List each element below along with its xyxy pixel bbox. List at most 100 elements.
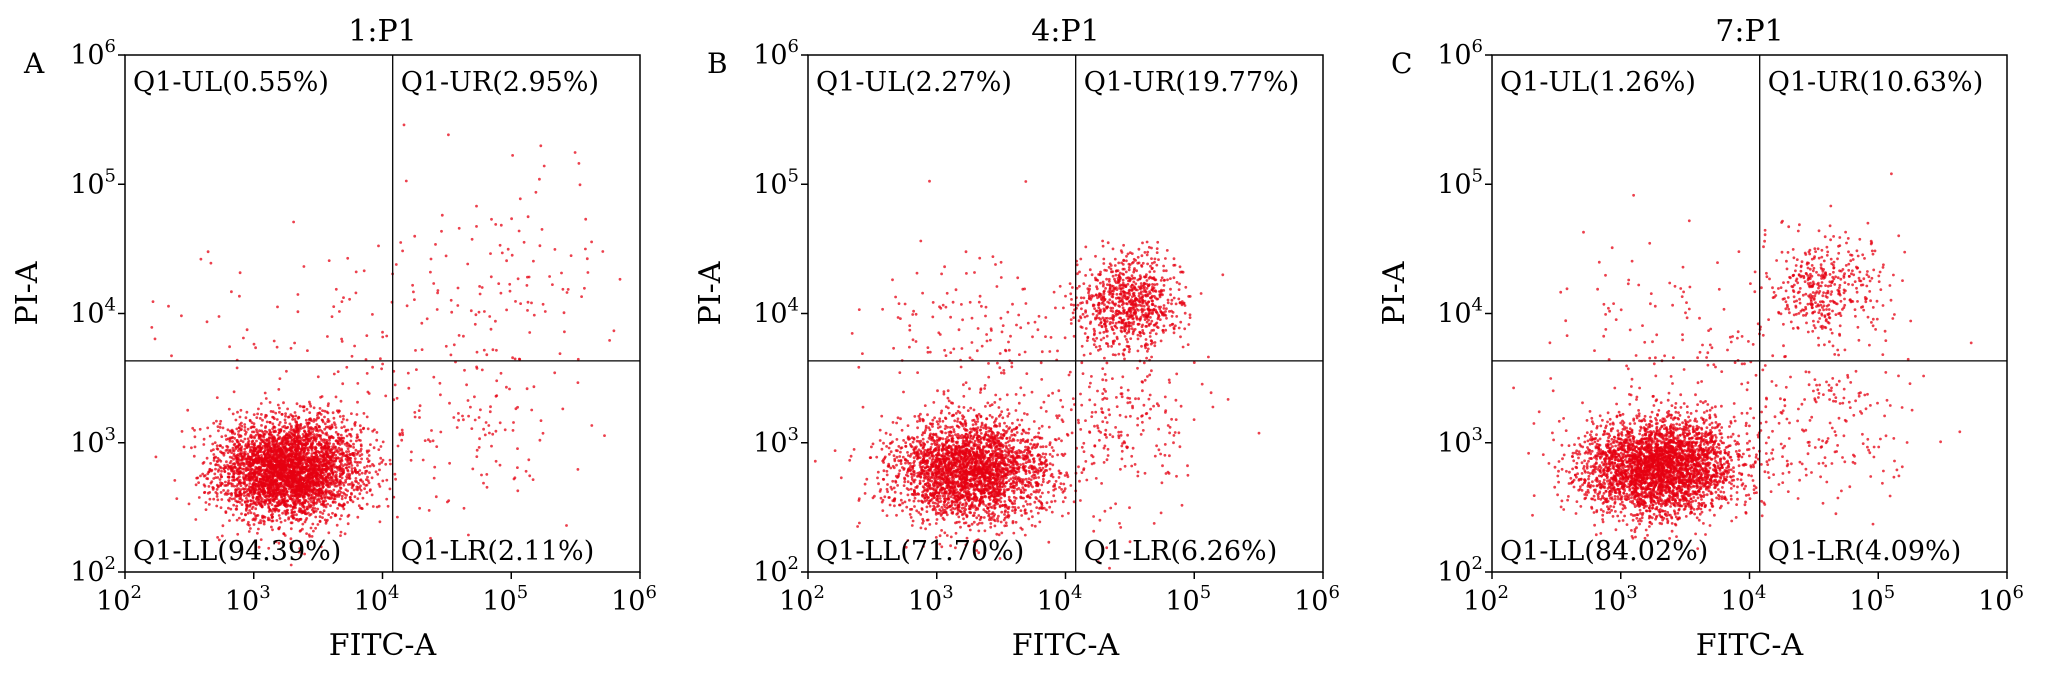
scatter-point-viable: [292, 465, 296, 469]
scatter-point-debris: [338, 310, 341, 313]
scatter-point-viable: [312, 511, 316, 514]
scatter-point-viable: [213, 441, 217, 444]
scatter-point-viable: [336, 490, 339, 494]
scatter-point-viable: [249, 511, 253, 515]
scatter-point-viable: [319, 457, 323, 461]
scatter-point-late: [585, 257, 589, 261]
scatter-point-early: [488, 410, 492, 414]
scatter-point-viable: [1004, 441, 1008, 445]
scatter-point-viable: [328, 425, 332, 428]
scatter-point-viable: [239, 448, 243, 451]
scatter-point-viable: [219, 459, 223, 463]
scatter-point-viable: [349, 498, 352, 502]
scatter-point-viable: [380, 461, 384, 464]
scatter-point-viable: [239, 462, 242, 465]
scatter-point-viable: [294, 518, 298, 521]
scatter-point-viable: [956, 417, 960, 421]
scatter-point-viable: [320, 489, 324, 493]
scatter-point-viable: [300, 441, 304, 445]
scatter-point-viable: [224, 449, 228, 452]
scatter-point-viable: [381, 479, 385, 483]
scatter-point-viable: [254, 507, 258, 511]
scatter-point-early: [447, 499, 451, 502]
scatter-point-debris: [341, 454, 345, 458]
scatter-point-viable: [246, 499, 250, 502]
scatter-point-viable: [290, 476, 293, 480]
scatter-point-viable: [215, 447, 219, 450]
scatter-point-early: [487, 424, 491, 427]
scatter-point-viable: [324, 478, 328, 481]
scatter-point-viable: [301, 482, 305, 486]
scatter-point-viable: [946, 435, 949, 439]
scatter-point-late: [505, 385, 508, 389]
scatter-point-viable: [256, 412, 259, 416]
scatter-point-viable: [289, 537, 293, 541]
scatter-point-viable: [248, 482, 252, 485]
scatter-point-viable: [349, 439, 353, 443]
scatter-point-early: [410, 450, 413, 454]
scatter-point-viable: [339, 491, 343, 494]
scatter-point-viable: [207, 503, 211, 506]
scatter-point-viable: [1039, 406, 1043, 410]
scatter-point-viable: [220, 498, 224, 501]
scatter-point-viable: [235, 507, 239, 511]
scatter-point-late: [466, 262, 470, 266]
scatter-point-viable: [244, 509, 248, 512]
scatter-point-viable: [1004, 453, 1007, 457]
scatter-point-viable: [228, 455, 232, 459]
scatter-point-viable: [394, 477, 397, 481]
scatter-point-viable: [328, 491, 332, 495]
scatter-point-viable: [307, 460, 311, 463]
scatter-point-debris: [285, 369, 288, 373]
scatter-point-viable: [269, 467, 273, 471]
scatter-point-viable: [312, 418, 316, 421]
scatter-point-early: [380, 367, 383, 371]
scatter-point-viable: [280, 496, 283, 499]
scatter-point-viable: [236, 460, 239, 464]
scatter-point-viable: [385, 497, 389, 501]
scatter-point-viable: [241, 476, 245, 479]
scatter-point-viable: [332, 456, 335, 460]
scatter-point-viable: [271, 453, 275, 457]
scatter-point-debris: [315, 427, 319, 431]
scatter-point-early: [420, 348, 424, 351]
scatter-point-late: [478, 292, 482, 296]
scatter-point-debris: [230, 290, 233, 294]
scatter-point-viable: [277, 509, 280, 513]
scatter-point-viable: [231, 478, 234, 482]
scatter-point-viable: [307, 446, 311, 450]
scatter-point-viable: [277, 541, 281, 545]
scatter-point-viable: [254, 457, 258, 460]
scatter-point-viable: [282, 497, 286, 501]
scatter-point-early: [516, 489, 520, 493]
scatter-point-viable: [273, 426, 277, 429]
scatter-point-viable: [939, 411, 943, 415]
scatter-point-viable: [355, 433, 359, 437]
x-tick-label: 104: [354, 582, 400, 617]
scatter-point-viable: [245, 410, 249, 414]
scatter-point-viable: [279, 493, 283, 497]
scatter-point-viable: [368, 464, 372, 468]
scatter-point-viable: [266, 518, 270, 522]
scatter-point-debris: [235, 366, 239, 370]
scatter-point-debris: [278, 377, 282, 380]
scatter-point-viable: [215, 419, 218, 423]
scatter-point-viable: [952, 428, 956, 431]
scatter-point-viable: [232, 470, 236, 474]
scatter-point-viable: [996, 517, 999, 521]
scatter-point-viable: [346, 428, 350, 432]
scatter-point-viable: [993, 401, 997, 404]
scatter-point-viable: [353, 460, 357, 464]
scatter-point-viable: [359, 484, 362, 488]
scatter-point-viable: [307, 497, 311, 500]
scatter-point-viable: [278, 428, 282, 432]
scatter-point-viable: [280, 412, 284, 416]
scatter-point-viable: [378, 468, 381, 472]
scatter-point-viable: [354, 448, 358, 452]
scatter-point-viable: [270, 519, 274, 523]
scatter-point-viable: [298, 436, 301, 440]
scatter-point-early: [467, 414, 470, 418]
scatter-point-viable: [301, 472, 304, 475]
scatter-point-viable: [948, 426, 952, 429]
